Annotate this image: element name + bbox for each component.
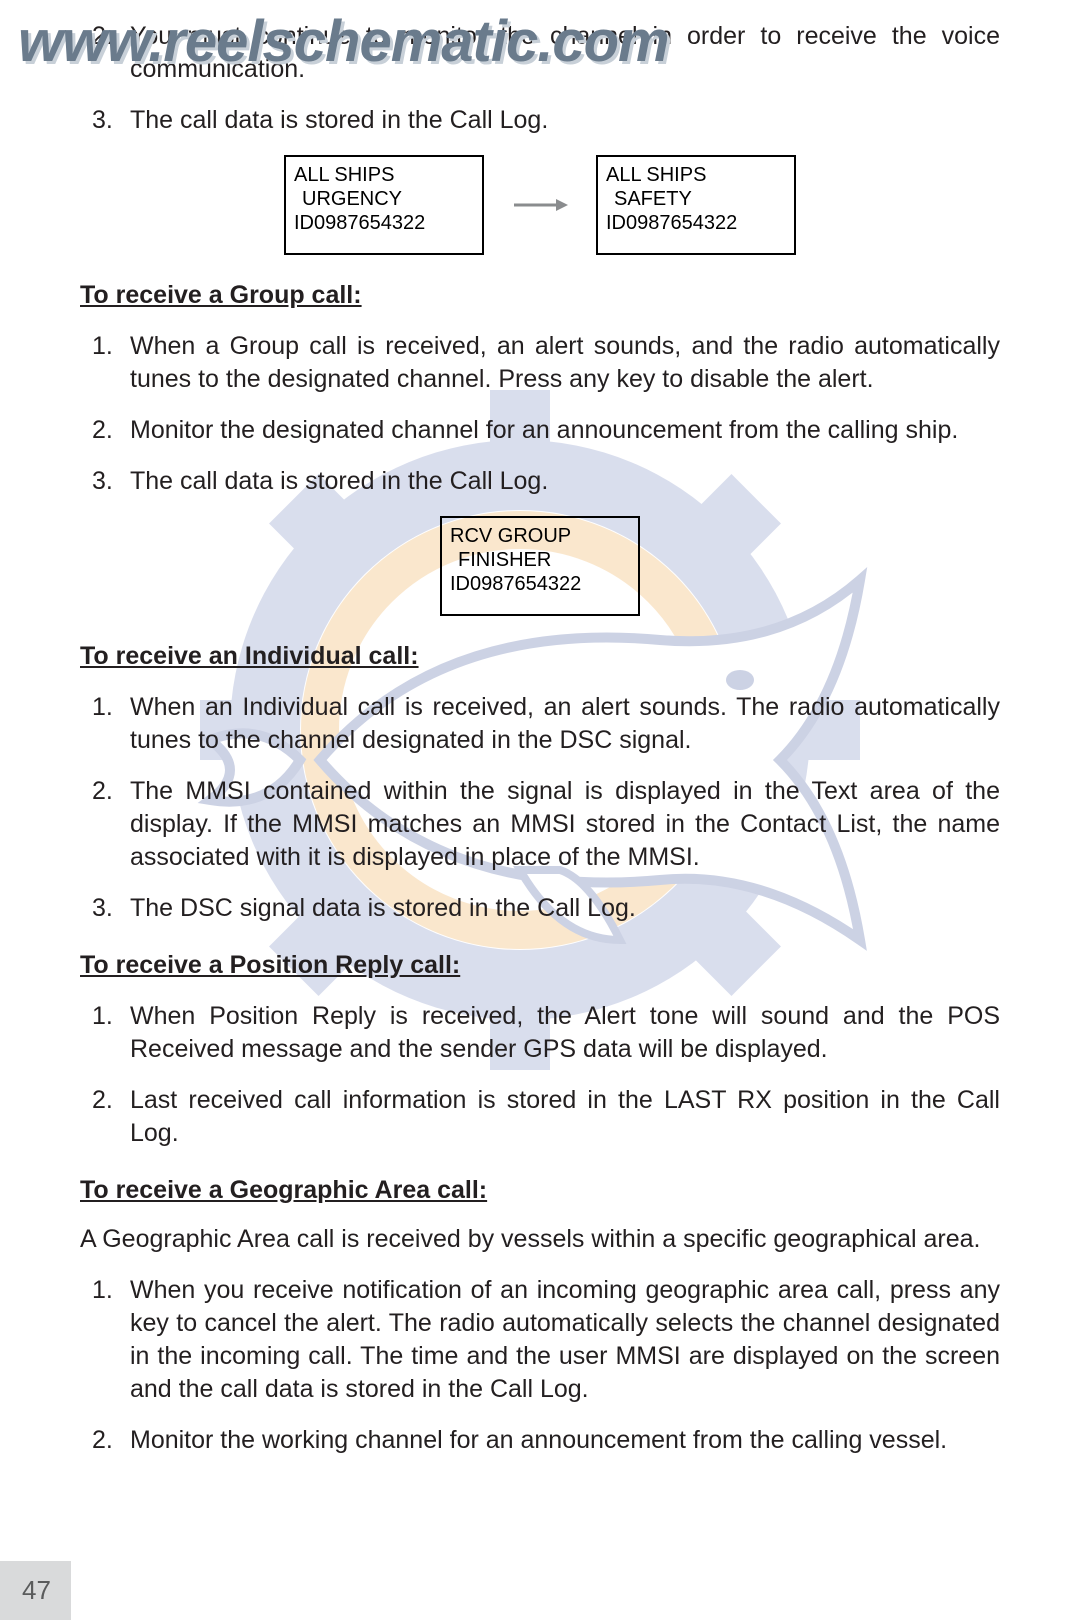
box-line: ID0987654322: [294, 211, 472, 235]
list-text: When a Group call is received, an alert …: [130, 332, 1000, 393]
section-heading: To receive an Individual call:: [80, 642, 1000, 671]
section-list: 1. When Position Reply is received, the A…: [80, 1000, 1000, 1150]
arrow-icon: [512, 195, 568, 215]
box-line: RCV GROUP: [450, 524, 628, 548]
box-line: ALL SHIPS: [606, 163, 784, 187]
section-list: 1. When you receive notification of an in…: [80, 1274, 1000, 1457]
list-text: Last received call information is stored…: [130, 1086, 1000, 1147]
list-num: 1.: [92, 691, 113, 724]
list-text: When an Individual call is received, an …: [130, 693, 1000, 754]
box-line: ID0987654322: [606, 211, 784, 235]
list-text: When Position Reply is received, the Ale…: [130, 1002, 1000, 1063]
section-heading: To receive a Group call:: [80, 281, 1000, 310]
section-heading: To receive a Position Reply call:: [80, 951, 1000, 980]
display-box-group: RCV GROUP FINISHER ID0987654322: [440, 516, 640, 616]
box-line: SAFETY: [606, 187, 784, 211]
list-text: Monitor the designated channel for an an…: [130, 416, 958, 444]
list-text: The DSC signal data is stored in the Cal…: [130, 894, 636, 922]
box-line: URGENCY: [294, 187, 472, 211]
list-item: 2.Monitor the designated channel for an …: [130, 414, 1000, 447]
list-item: 2.Last received call information is stor…: [130, 1084, 1000, 1150]
list-num: 3.: [92, 892, 113, 925]
display-box-row: RCV GROUP FINISHER ID0987654322: [80, 516, 1000, 616]
list-item: 2.Monitor the working channel for an ann…: [130, 1424, 1000, 1457]
display-box-urgency: ALL SHIPS URGENCY ID0987654322: [284, 155, 484, 255]
section-list: 1. When a Group call is received, an aler…: [80, 330, 1000, 498]
list-item: 1.When a Group call is received, an aler…: [130, 330, 1000, 396]
list-num: 2.: [92, 1424, 113, 1457]
display-box-row: ALL SHIPS URGENCY ID0987654322 ALL SHIPS…: [80, 155, 1000, 255]
list-num: 1.: [92, 1000, 113, 1033]
box-line: FINISHER: [450, 548, 628, 572]
page-number: 47: [0, 1561, 71, 1620]
box-line: ALL SHIPS: [294, 163, 472, 187]
list-num: 3.: [92, 104, 113, 137]
page-content: 2.You must continue to monitor the chann…: [0, 0, 1080, 1457]
list-item: 1.When you receive notification of an in…: [130, 1274, 1000, 1406]
list-item: 1.When an Individual call is received, a…: [130, 691, 1000, 757]
list-item: 3.The DSC signal data is stored in the C…: [130, 892, 1000, 925]
list-text: The call data is stored in the Call Log.: [130, 106, 548, 134]
list-num: 1.: [92, 1274, 113, 1307]
list-text: When you receive notification of an inco…: [130, 1276, 1000, 1403]
watermark-url: www.reelschematic.com: [18, 8, 669, 75]
list-text: Monitor the working channel for an annou…: [130, 1426, 947, 1454]
list-num: 2.: [92, 414, 113, 447]
section-list: 1. When an Individual call is received, a…: [80, 691, 1000, 925]
list-item: 3.The call data is stored in the Call Lo…: [130, 104, 1000, 137]
list-item: 3.The call data is stored in the Call Lo…: [130, 465, 1000, 498]
list-text: The MMSI contained within the signal is …: [130, 777, 1000, 871]
list-item: 2.The MMSI contained within the signal i…: [130, 775, 1000, 874]
display-box-safety: ALL SHIPS SAFETY ID0987654322: [596, 155, 796, 255]
list-num: 1.: [92, 330, 113, 363]
section-intro: A Geographic Area call is received by ve…: [80, 1225, 1000, 1254]
list-num: 2.: [92, 1084, 113, 1117]
list-text: The call data is stored in the Call Log.: [130, 467, 548, 495]
section-heading: To receive a Geographic Area call:: [80, 1176, 1000, 1205]
list-num: 2.: [92, 775, 113, 808]
list-item: 1.When Position Reply is received, the A…: [130, 1000, 1000, 1066]
list-num: 3.: [92, 465, 113, 498]
box-line: ID0987654322: [450, 572, 628, 596]
